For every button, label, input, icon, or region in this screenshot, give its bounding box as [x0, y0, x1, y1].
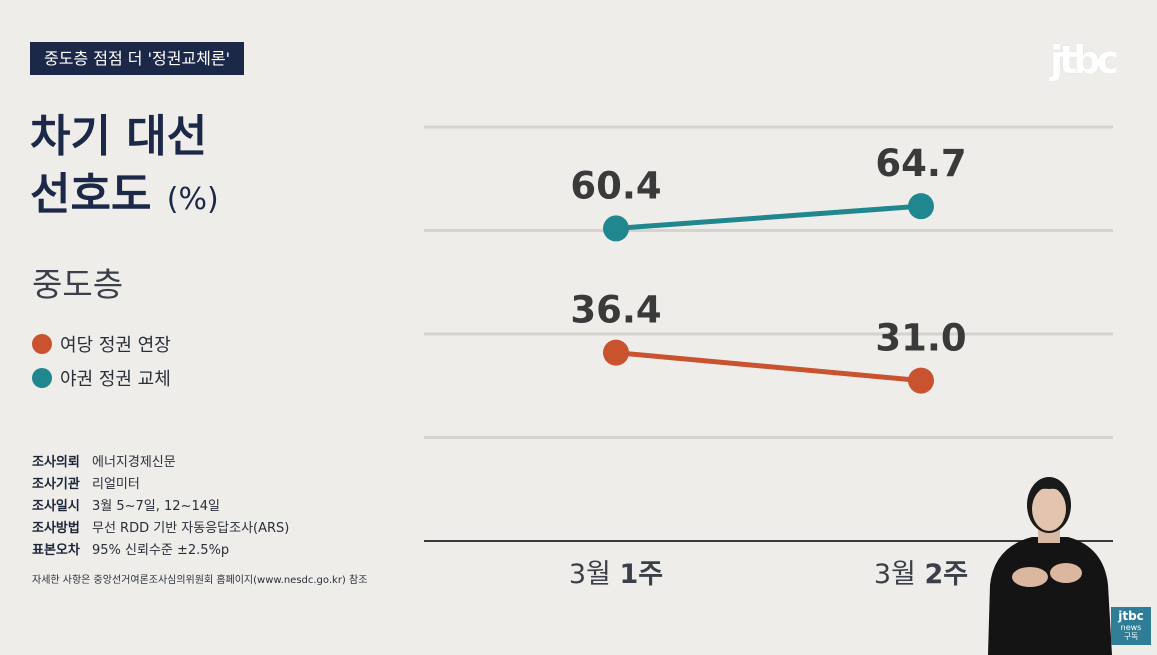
- chart-title: 차기 대선 선호도 (%): [30, 108, 219, 229]
- title-line-1: 차기 대선: [30, 111, 208, 162]
- jtbc-logo: jtbc: [1050, 38, 1119, 82]
- segment-label: 중도층: [32, 265, 124, 304]
- data-label: 36.4: [570, 289, 661, 332]
- survey-value: 에너지경제신문: [92, 454, 176, 470]
- data-point: [603, 339, 629, 366]
- survey-row: 조사의뢰 에너지경제신문: [32, 449, 289, 471]
- data-label: 60.4: [570, 164, 661, 207]
- legend-dot-opposition: [32, 368, 52, 388]
- survey-row: 조사방법 무선 RDD 기반 자동응답조사(ARS): [32, 515, 289, 537]
- legend-dot-ruling: [32, 334, 52, 354]
- sign-language-interpreter: [988, 477, 1112, 655]
- survey-value: 무선 RDD 기반 자동응답조사(ARS): [92, 520, 290, 536]
- data-point: [603, 215, 629, 242]
- survey-key: 조사기관: [32, 476, 80, 492]
- survey-value: 3월 5~7일, 12~14일: [92, 498, 220, 514]
- legend-item-ruling: 여당 정권 연장: [32, 327, 171, 361]
- series-line: [615, 350, 922, 384]
- survey-key: 조사일시: [32, 498, 80, 514]
- legend-label-opposition: 야권 정권 교체: [60, 369, 171, 390]
- subscribe-badge[interactable]: jtbc news 구독: [1111, 607, 1151, 645]
- survey-value: 95% 신뢰수준 ±2.5%p: [92, 542, 230, 558]
- x-tick-label: 3월 1주: [569, 559, 663, 590]
- title-line-2-text: 선호도: [30, 169, 152, 220]
- badge-action: 구독: [1123, 632, 1139, 641]
- survey-row: 표본오차 95% 신뢰수준 ±2.5%p: [32, 537, 289, 559]
- title-unit: (%): [166, 182, 219, 217]
- survey-note: 자세한 사항은 중앙선거여론조사심의위원회 홈페이지(www.nesdc.go.…: [32, 575, 368, 586]
- survey-key: 표본오차: [32, 542, 80, 558]
- legend-item-opposition: 야권 정권 교체: [32, 361, 171, 395]
- title-line-2: 선호도 (%): [30, 166, 219, 229]
- survey-row: 조사기관 리얼미터: [32, 471, 289, 493]
- legend-label-ruling: 여당 정권 연장: [60, 335, 171, 356]
- survey-key: 조사의뢰: [32, 454, 80, 470]
- data-point: [908, 193, 934, 220]
- series-line: [615, 203, 922, 231]
- data-label: 64.7: [875, 142, 966, 185]
- legend: 여당 정권 연장 야권 정권 교체: [32, 327, 171, 395]
- survey-info: 조사의뢰 에너지경제신문 조사기관 리얼미터 조사일시 3월 5~7일, 12~…: [32, 449, 289, 559]
- survey-value: 리얼미터: [92, 476, 140, 492]
- topic-tag: 중도층 점점 더 '정권교체론': [30, 42, 244, 75]
- data-label: 31.0: [875, 317, 966, 360]
- badge-sub: news: [1120, 623, 1142, 632]
- survey-key: 조사방법: [32, 520, 80, 536]
- survey-row: 조사일시 3월 5~7일, 12~14일: [32, 493, 289, 515]
- x-tick-label: 3월 2주: [874, 559, 968, 590]
- badge-brand: jtbc: [1118, 609, 1144, 623]
- data-point: [908, 367, 934, 394]
